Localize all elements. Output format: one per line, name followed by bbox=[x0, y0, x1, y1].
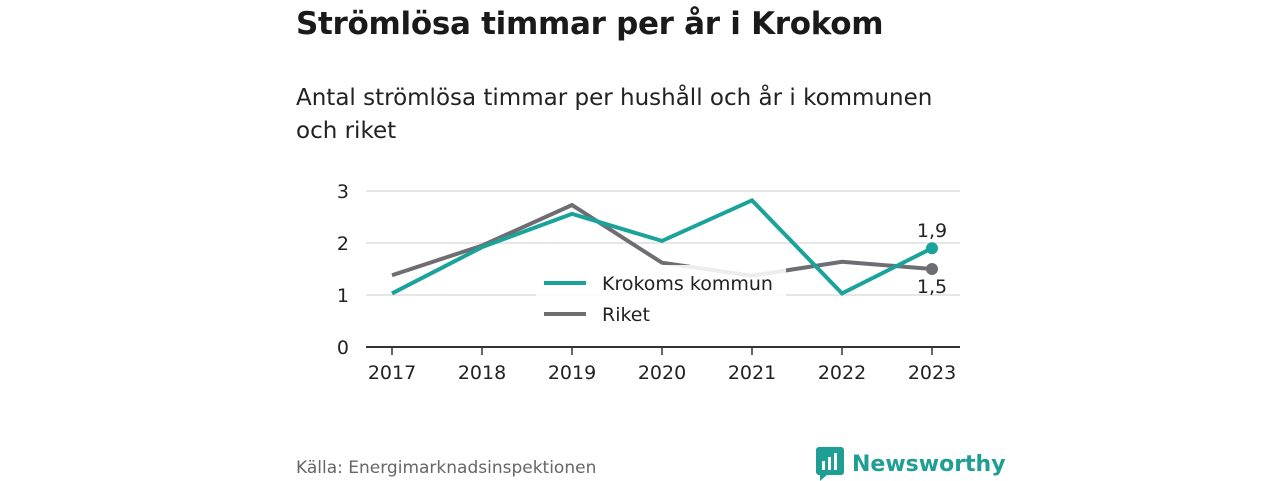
x-tick-label: 2017 bbox=[368, 362, 416, 384]
end-label-1: 1,5 bbox=[917, 276, 947, 298]
y-tick-label: 0 bbox=[337, 337, 349, 359]
x-tick-label: 2021 bbox=[728, 362, 776, 384]
legend-label-0: Krokoms kommun bbox=[602, 273, 773, 295]
krokom-series-line bbox=[391, 197, 933, 296]
legend-label-1: Riket bbox=[602, 304, 650, 326]
bar-chart-speech-bubble-icon bbox=[816, 447, 844, 481]
y-tick-label: 3 bbox=[337, 181, 349, 203]
x-tick-label: 2022 bbox=[818, 362, 866, 384]
chart-subtitle: Antal strömlösa timmar per hushåll och å… bbox=[296, 85, 933, 144]
chart-card: Strömlösa timmar per år i Krokom Antal s… bbox=[296, 0, 1006, 481]
x-tick-label: 2018 bbox=[458, 362, 506, 384]
legend-background bbox=[536, 265, 786, 331]
source-note: Källa: Energimarknadsinspektionen bbox=[296, 458, 597, 478]
line-chart: 0 1 2 3 2017 2018 2019 2020 2021 2022 2023 Krokoms … bbox=[337, 181, 960, 384]
end-point-1 bbox=[926, 263, 938, 275]
brand-name: Newsworthy bbox=[852, 451, 1006, 477]
y-tick-label: 2 bbox=[337, 233, 349, 255]
brand-logo: Newsworthy bbox=[816, 447, 1006, 481]
end-label-0: 1,9 bbox=[917, 220, 947, 242]
x-tick-label: 2019 bbox=[548, 362, 596, 384]
y-tick-label: 1 bbox=[337, 285, 349, 307]
x-tick-label: 2023 bbox=[908, 362, 956, 384]
x-tick-label: 2020 bbox=[638, 362, 686, 384]
end-point-0 bbox=[926, 242, 938, 255]
chart-title: Strömlösa timmar per år i Krokom bbox=[296, 6, 884, 42]
